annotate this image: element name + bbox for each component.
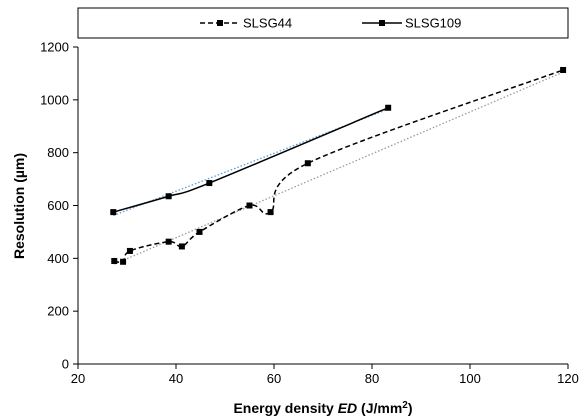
x-axis-title-superscript: 2 (402, 400, 408, 411)
slsg44-series-line (114, 69, 564, 264)
y-tick-label: 1200 (40, 40, 69, 55)
slsg44-point (560, 66, 567, 73)
slsg44-point (120, 258, 127, 265)
slsg109-series-line (113, 107, 389, 213)
slsg44-point (165, 238, 172, 245)
x-axis-title-unit-close: ) (408, 400, 413, 416)
legend: SLSG44 SLSG109 (77, 7, 569, 39)
slsg109-point (206, 180, 213, 187)
slsg109-point (110, 209, 117, 216)
x-tick-label: 120 (557, 371, 579, 386)
slsg44-point (267, 209, 274, 216)
x-tick-label: 60 (267, 371, 281, 386)
slsg44-point (196, 228, 203, 235)
legend-slsg44-label: SLSG44 (243, 16, 292, 31)
y-axis-title: Resolution (µm) (11, 153, 27, 259)
slsg44-trendline (114, 71, 564, 265)
legend-box (77, 7, 569, 39)
y-tick-label: 200 (47, 304, 69, 319)
x-tick-label: 20 (71, 371, 85, 386)
slsg44-point (126, 247, 133, 254)
slsg44-point (178, 243, 185, 250)
y-tick-label: 0 (62, 357, 69, 372)
plot-area (110, 66, 567, 265)
slsg44-point (304, 160, 311, 167)
x-tick-label: 80 (365, 371, 379, 386)
slsg109-point (385, 104, 392, 111)
y-tick-label: 800 (47, 145, 69, 160)
y-tick-label: 600 (47, 198, 69, 213)
x-axis-title-unit: (J/mm (357, 400, 402, 416)
y-tick-label: 400 (47, 251, 69, 266)
slsg109-point (165, 193, 172, 200)
slsg44-point (111, 257, 118, 264)
slsg44-point (246, 202, 253, 209)
x-tick-label: 40 (169, 371, 183, 386)
x-axis-title: Energy density ED (J/mm2) (233, 400, 412, 416)
legend-slsg109-swatch-marker (379, 20, 385, 26)
x-axis-title-prefix: Energy density (233, 400, 337, 416)
legend-slsg44-swatch-marker (217, 20, 223, 26)
x-axis-title-italic: ED (338, 400, 357, 416)
x-tick-label: 100 (459, 371, 481, 386)
y-tick-label: 1000 (40, 92, 69, 107)
legend-slsg109-label: SLSG109 (405, 16, 461, 31)
